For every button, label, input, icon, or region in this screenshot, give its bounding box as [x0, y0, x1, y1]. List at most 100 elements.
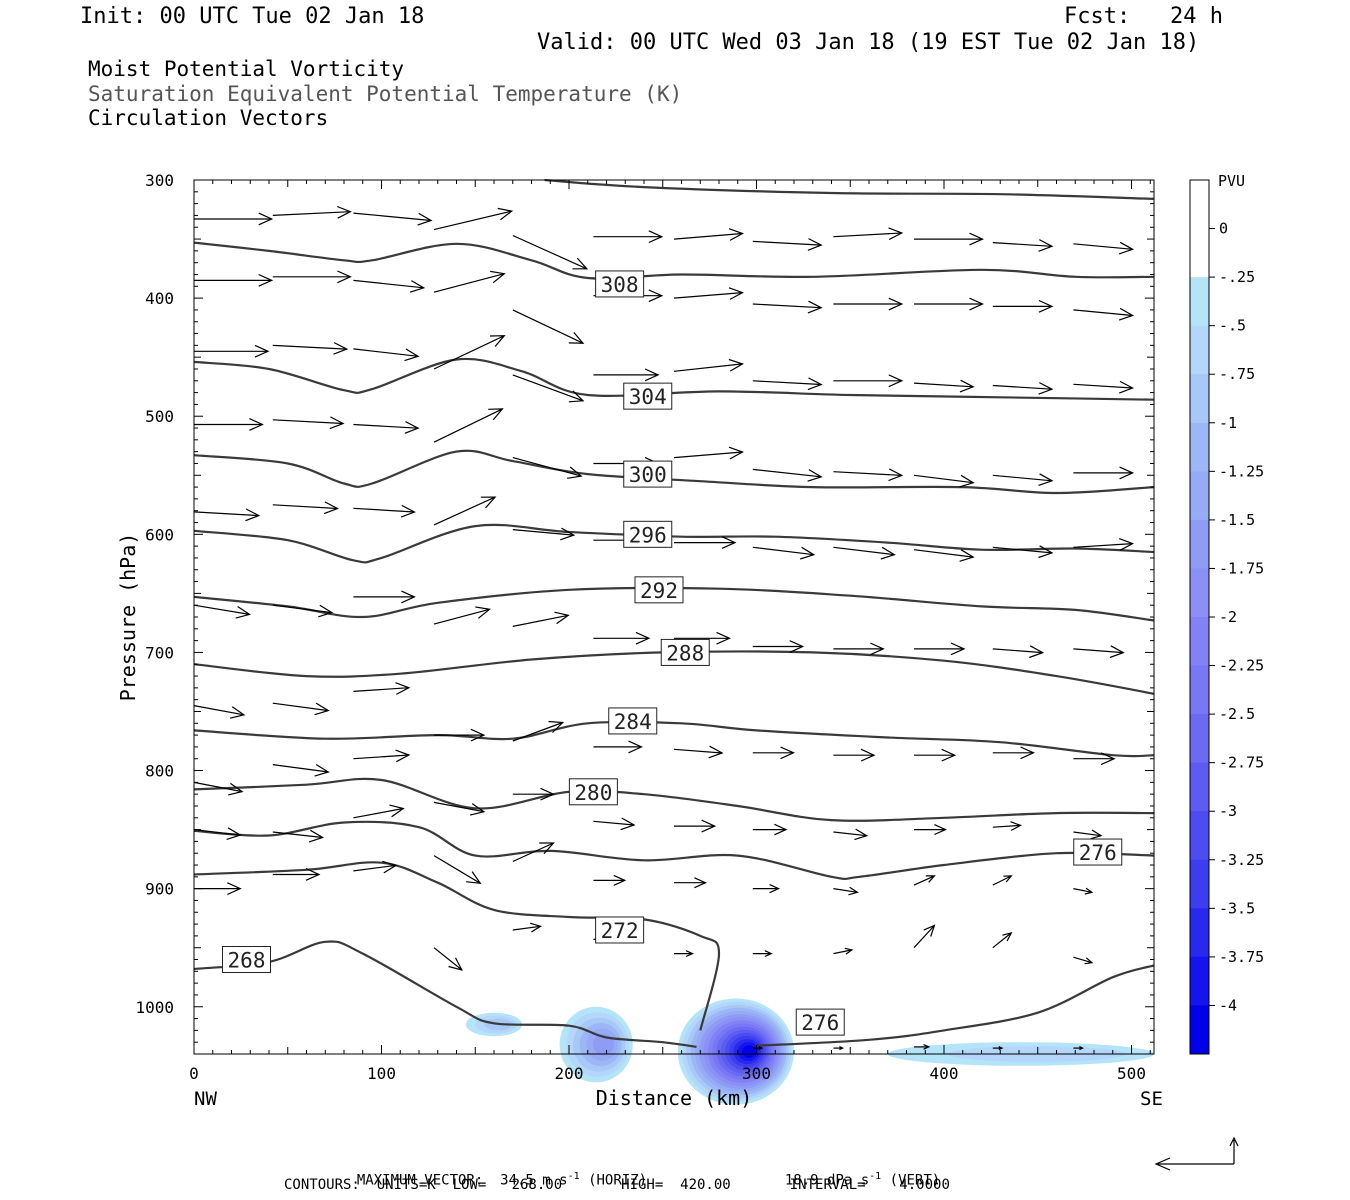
vector-shaft: [512, 842, 554, 863]
vector-head: [401, 590, 416, 604]
vector-shaft: [193, 511, 259, 517]
colorbar-swatch: [1190, 471, 1209, 521]
vector-head: [567, 466, 583, 479]
circulation-vector: [914, 232, 984, 246]
contour-label: 288: [660, 638, 710, 666]
vector-shaft: [353, 807, 404, 819]
circulation-vector: [593, 817, 636, 831]
vector-head: [1002, 931, 1013, 942]
circulation-vector: [992, 382, 1054, 395]
vector-shaft: [913, 382, 974, 388]
vector-shaft: [1073, 543, 1133, 548]
vector-head: [540, 787, 555, 801]
vector-head: [648, 230, 664, 244]
circulation-vector: [992, 239, 1054, 252]
circulation-vector: [914, 297, 984, 311]
vector-shaft: [1073, 648, 1124, 654]
colorbar-swatch: [1190, 665, 1209, 715]
y-tick-label: 300: [145, 171, 174, 190]
vector-head: [417, 212, 433, 226]
vector-head: [969, 297, 984, 311]
theta-es-isoline: [193, 861, 721, 1031]
x-tick-label: 0: [189, 1064, 199, 1083]
colorbar-label: -3.25: [1219, 851, 1264, 869]
theta-es-isoline: [193, 777, 1155, 822]
vector-shaft: [353, 864, 396, 872]
colorbar-label: -.25: [1219, 268, 1255, 286]
vector-head: [848, 886, 859, 896]
vector-head: [923, 924, 936, 937]
vector-head: [1109, 645, 1125, 659]
circulation-vector: [512, 842, 555, 863]
x-tick-label: 100: [367, 1064, 396, 1083]
vector-head: [254, 344, 270, 358]
vector-shaft: [512, 529, 574, 536]
title-theta-es: Saturation Equivalent Potential Temperat…: [88, 82, 683, 106]
vector-head: [323, 501, 339, 515]
circulation-vector: [353, 682, 411, 695]
contour-label-box: [660, 638, 710, 666]
circulation-vector: [914, 748, 957, 762]
vector-head: [305, 868, 321, 881]
vector-head: [554, 611, 570, 625]
vector-head: [941, 748, 957, 762]
colorbar-label: -1: [1219, 414, 1237, 432]
vector-head: [1038, 382, 1054, 395]
vector-head: [728, 358, 744, 372]
circulation-vector: [992, 645, 1045, 659]
x-left-end-label: NW: [194, 1088, 217, 1110]
vector-head: [469, 803, 486, 816]
colorbar-label: -1.5: [1219, 511, 1255, 529]
circulation-vector: [1073, 307, 1135, 321]
contour-label-box: [623, 460, 673, 488]
vector-head: [497, 207, 514, 221]
vector-head: [1038, 299, 1054, 313]
vector-head: [548, 720, 565, 733]
circulation-vector: [512, 457, 583, 479]
circulation-vector: [673, 358, 744, 372]
circulation-vector: [512, 309, 585, 344]
circulation-vector: [434, 728, 486, 742]
x-tick-label: 200: [555, 1064, 584, 1083]
vector-head: [950, 642, 966, 656]
colorbar-swatch: [1190, 762, 1209, 812]
circulation-vector: [593, 368, 660, 382]
vector-head: [336, 205, 352, 219]
vert-unit-superscript: -1: [869, 1171, 882, 1182]
circulation-vector: [353, 348, 420, 362]
vector-shaft: [433, 608, 490, 625]
vector-shaft: [353, 423, 419, 429]
colorbar-swatch: [1190, 422, 1209, 472]
vector-head: [860, 748, 876, 762]
theta-es-isoline: [756, 964, 1155, 1047]
colorbar-swatch: [1190, 714, 1209, 764]
vector-shaft: [433, 801, 485, 813]
vector-head: [969, 232, 984, 246]
contour-label-box: [795, 1008, 845, 1036]
vector-shaft: [1073, 243, 1133, 250]
contour-label-text: 300: [629, 463, 667, 487]
y-tick-label: 600: [145, 525, 174, 544]
vector-shaft: [193, 829, 241, 836]
contour-label-box: [608, 707, 658, 735]
vector-shaft: [433, 273, 505, 293]
vector-head: [249, 418, 264, 431]
circulation-vector: [353, 749, 411, 763]
vector-head: [959, 549, 975, 562]
contour-label-box: [222, 946, 271, 974]
max-vector-vert-value: 18.9 dPa s: [784, 1172, 870, 1189]
vector-head: [226, 827, 242, 840]
circulation-vector: [272, 763, 330, 777]
circulation-vector: [1073, 887, 1094, 895]
vector-head: [774, 823, 788, 836]
vector-shaft: [433, 855, 481, 884]
theta-es-isoline: [193, 241, 1155, 280]
valid-time-label: Valid: 00 UTC Wed 03 Jan 18 (19 EST Tue …: [537, 30, 1200, 55]
vector-shaft: [752, 240, 822, 246]
vector-head: [258, 273, 274, 287]
reference-vector-icon: [1154, 1136, 1239, 1171]
vector-shaft: [272, 604, 332, 614]
vector-head: [488, 408, 504, 421]
vector-shaft: [272, 344, 347, 350]
colorbar-swatch: [1190, 908, 1209, 958]
